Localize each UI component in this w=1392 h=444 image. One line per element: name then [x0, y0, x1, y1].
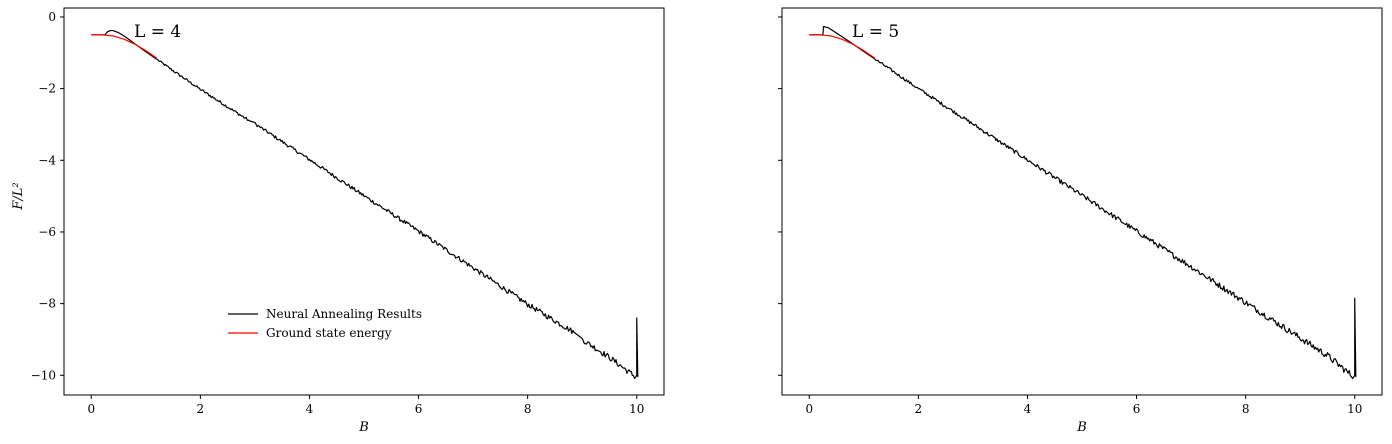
ground-state-line: [809, 34, 876, 59]
panel-title: L = 5: [852, 22, 899, 42]
x-tick-label: 10: [1347, 402, 1362, 416]
y-tick-label: −6: [38, 225, 56, 239]
y-tick-label: −2: [38, 82, 56, 96]
neural-annealing-line: [91, 29, 639, 380]
y-tick-label: −4: [38, 153, 56, 167]
x-axis-label: B: [358, 420, 369, 435]
y-tick-label: −8: [38, 297, 56, 311]
x-tick-label: 8: [524, 402, 532, 416]
y-axis-label: F/L²: [11, 182, 26, 210]
x-tick-label: 4: [1024, 402, 1032, 416]
axes-frame: [781, 7, 1383, 396]
x-tick-label: 6: [415, 402, 423, 416]
neural-annealing-line: [809, 26, 1357, 380]
y-tick-label: −10: [31, 368, 56, 382]
legend: Neural Annealing Results Ground state en…: [228, 307, 422, 340]
axis-ticks: 0 2 4 6 8 10 0 −2 −4 −6 −8 −10: [31, 10, 645, 416]
legend-label-neural: Neural Annealing Results: [266, 307, 422, 321]
axes-frame: [63, 7, 665, 396]
panel-title: L = 4: [134, 22, 181, 42]
y-tick-label: 0: [48, 10, 56, 24]
x-tick-label: 2: [915, 402, 923, 416]
plot-lines: [91, 29, 639, 380]
plot-lines: [809, 26, 1357, 380]
x-tick-label: 10: [629, 402, 644, 416]
x-tick-label: 0: [805, 402, 813, 416]
x-tick-label: 4: [306, 402, 314, 416]
axis-ticks: 0 2 4 6 8 10: [778, 16, 1362, 416]
legend-label-ground: Ground state energy: [266, 326, 392, 340]
x-axis-label: B: [1076, 420, 1087, 435]
x-tick-label: 2: [197, 402, 205, 416]
x-tick-label: 6: [1133, 402, 1141, 416]
x-tick-label: 8: [1242, 402, 1250, 416]
chart-panel-l5: 0 2 4 6 8 10 L = 5 B: [778, 7, 1383, 435]
chart-panel-l4: 0 2 4 6 8 10 0 −2 −4 −6 −8 −10 L = 4 B F/L² Neural …: [11, 7, 665, 435]
ground-state-line: [91, 34, 158, 59]
x-tick-label: 0: [87, 402, 95, 416]
